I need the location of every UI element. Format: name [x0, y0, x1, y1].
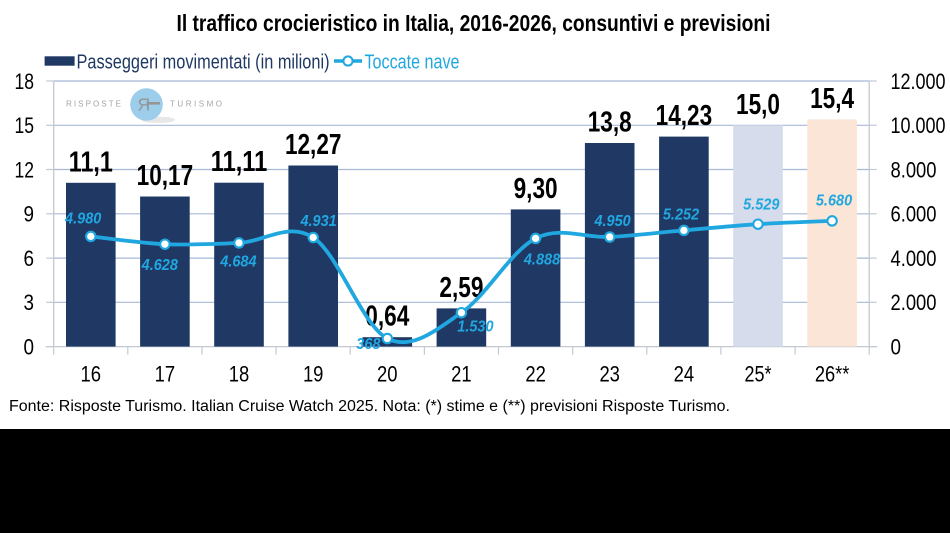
- svg-text:368: 368: [356, 336, 380, 353]
- svg-text:15,0: 15,0: [736, 89, 780, 121]
- svg-text:9: 9: [24, 202, 35, 227]
- svg-text:0: 0: [24, 335, 35, 360]
- svg-text:TURISMO: TURISMO: [170, 100, 224, 109]
- svg-text:4.888: 4.888: [523, 251, 560, 268]
- svg-text:12: 12: [15, 157, 35, 182]
- svg-text:25*: 25*: [745, 361, 772, 386]
- svg-text:13,8: 13,8: [588, 107, 632, 139]
- svg-text:10,17: 10,17: [137, 160, 194, 192]
- svg-text:Я: Я: [138, 95, 151, 115]
- svg-text:2.000: 2.000: [891, 290, 937, 315]
- svg-text:20: 20: [377, 361, 398, 386]
- svg-text:Passeggeri movimentati (in mil: Passeggeri movimentati (in milioni): [77, 52, 330, 74]
- svg-text:4.628: 4.628: [141, 257, 178, 274]
- svg-text:24: 24: [674, 361, 695, 386]
- svg-text:5.252: 5.252: [663, 207, 699, 224]
- svg-text:15,4: 15,4: [810, 83, 854, 115]
- svg-text:11,11: 11,11: [211, 146, 268, 178]
- svg-text:12,27: 12,27: [285, 129, 342, 161]
- svg-text:19: 19: [303, 361, 324, 386]
- svg-text:18: 18: [229, 361, 250, 386]
- svg-text:5.529: 5.529: [743, 197, 779, 214]
- svg-text:16: 16: [81, 361, 102, 386]
- svg-text:15: 15: [15, 113, 35, 138]
- svg-text:0: 0: [891, 335, 902, 360]
- svg-text:4.950: 4.950: [594, 213, 631, 230]
- svg-text:1.530: 1.530: [457, 319, 493, 336]
- svg-text:Fonte: Risposte Turismo. Itali: Fonte: Risposte Turismo. Italian Cruise …: [9, 398, 730, 415]
- svg-text:14,23: 14,23: [656, 100, 713, 132]
- svg-text:4.000: 4.000: [891, 246, 937, 271]
- svg-text:8.000: 8.000: [891, 157, 937, 182]
- svg-text:22: 22: [525, 361, 546, 386]
- svg-text:5.680: 5.680: [816, 193, 852, 210]
- svg-text:Il traffico crocieristico in I: Il traffico crocieristico in Italia, 201…: [177, 10, 771, 36]
- svg-text:Toccate nave: Toccate nave: [365, 52, 460, 74]
- svg-text:4.931: 4.931: [300, 213, 337, 230]
- svg-text:17: 17: [155, 361, 176, 386]
- svg-text:6: 6: [24, 246, 35, 271]
- svg-text:18: 18: [15, 69, 35, 94]
- svg-text:10.000: 10.000: [891, 113, 946, 138]
- svg-text:6.000: 6.000: [891, 202, 937, 227]
- svg-text:23: 23: [599, 361, 620, 386]
- svg-text:RISPOSTE: RISPOSTE: [66, 100, 123, 109]
- svg-text:4.980: 4.980: [64, 211, 101, 228]
- svg-text:12.000: 12.000: [891, 69, 946, 94]
- svg-text:11,1: 11,1: [69, 146, 113, 178]
- svg-text:4.684: 4.684: [219, 254, 256, 271]
- svg-text:0,64: 0,64: [365, 301, 409, 333]
- svg-text:26**: 26**: [815, 361, 850, 386]
- svg-text:21: 21: [451, 361, 472, 386]
- svg-text:9,30: 9,30: [514, 173, 558, 205]
- svg-text:3: 3: [24, 290, 35, 315]
